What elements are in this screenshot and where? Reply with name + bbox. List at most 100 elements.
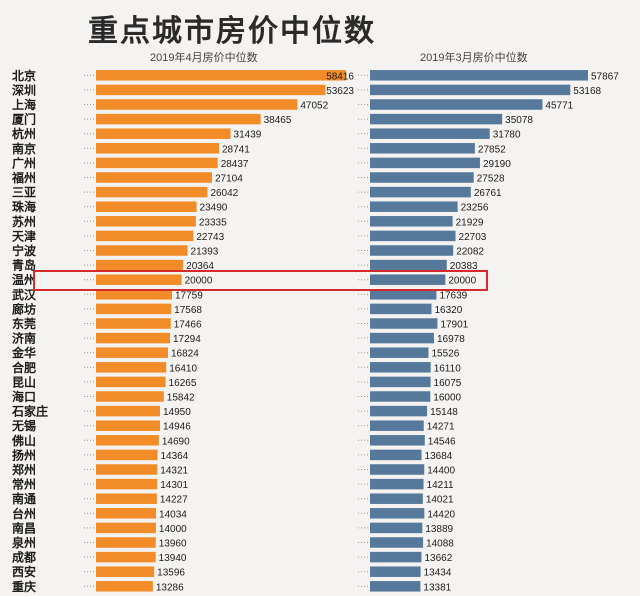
value-label-mar: 21929 (456, 217, 484, 228)
bar-apr (96, 493, 157, 504)
value-label-mar: 17639 (439, 290, 467, 301)
bar-mar (370, 581, 421, 592)
category-label: 北京 (12, 68, 36, 83)
category-label: 扬州 (12, 447, 36, 462)
chart-title: 重点城市房价中位数 (88, 14, 376, 49)
value-label-apr: 14950 (163, 407, 191, 418)
category-label: 珠海 (12, 199, 36, 214)
category-label: 西安 (12, 564, 36, 579)
category-label: 济南 (12, 331, 36, 346)
bar-apr (96, 332, 171, 344)
value-label-apr: 16410 (169, 363, 197, 374)
bar-mar (370, 157, 480, 169)
value-label-apr: 23490 (200, 203, 228, 214)
bar-mar (370, 493, 423, 504)
bar-apr (96, 449, 158, 461)
value-label-apr: 28741 (222, 144, 250, 155)
bar-mar (370, 551, 422, 563)
value-label-mar: 29190 (483, 159, 511, 170)
bar-mar (370, 303, 432, 315)
bar-mar (370, 566, 421, 577)
bar-mar (370, 172, 474, 183)
bar-apr (96, 186, 208, 198)
value-label-apr: 17568 (174, 305, 202, 316)
bar-apr (96, 464, 158, 475)
value-label-apr: 21393 (191, 247, 219, 258)
bar-mar (370, 274, 446, 285)
value-label-mar: 20383 (450, 261, 478, 272)
value-label-mar: 13381 (423, 582, 451, 593)
value-label-mar: 27852 (478, 144, 506, 155)
category-label: 南通 (12, 491, 36, 506)
value-label-mar: 13684 (425, 451, 453, 462)
bar-apr (96, 566, 155, 577)
bar-apr (96, 157, 218, 169)
value-label-apr: 58416 (326, 71, 354, 82)
bar-mar (370, 289, 437, 300)
bar-apr (96, 201, 197, 212)
category-label: 重庆 (12, 579, 36, 594)
value-label-mar: 16978 (437, 334, 465, 345)
value-label-apr: 13940 (159, 553, 187, 564)
category-label: 无锡 (11, 418, 36, 433)
bar-apr (96, 84, 326, 96)
category-label: 郑州 (12, 462, 36, 477)
bar-apr (96, 274, 182, 285)
category-label: 佛山 (11, 433, 36, 448)
category-label: 东莞 (12, 316, 36, 331)
value-label-mar: 14271 (427, 422, 455, 433)
value-label-apr: 15842 (167, 393, 195, 404)
bar-apr (96, 478, 158, 490)
value-label-apr: 27104 (215, 174, 243, 185)
bar-mar (370, 99, 543, 110)
value-label-apr: 14227 (160, 495, 188, 506)
value-label-apr: 14321 (160, 466, 188, 477)
value-label-mar: 15526 (431, 349, 459, 360)
category-label: 温州 (12, 273, 36, 287)
bar-apr (96, 376, 166, 388)
bar-apr (96, 289, 173, 300)
category-label: 南京 (12, 141, 36, 156)
value-label-mar: 27528 (477, 174, 505, 185)
value-label-apr: 14034 (159, 509, 187, 520)
category-label: 廊坊 (12, 301, 36, 316)
bar-apr (96, 172, 212, 183)
value-label-mar: 13662 (424, 553, 452, 564)
bar-apr (96, 99, 298, 110)
bar-mar (370, 259, 447, 271)
category-label: 广州 (12, 155, 36, 170)
bar-apr (96, 347, 169, 358)
value-label-mar: 20000 (448, 276, 476, 287)
bar-apr (96, 522, 156, 534)
bar-apr (96, 318, 171, 329)
value-label-apr: 13960 (159, 539, 187, 550)
category-label: 青岛 (12, 258, 36, 273)
category-label: 苏州 (12, 214, 36, 229)
value-label-apr: 14364 (160, 451, 188, 462)
value-label-apr: 16265 (169, 378, 197, 389)
bar-apr (96, 143, 220, 154)
value-label-mar: 14420 (427, 509, 455, 520)
bar-apr (96, 113, 261, 125)
bar-apr (96, 230, 194, 242)
bar-apr (96, 128, 231, 139)
category-label: 宁波 (12, 243, 37, 258)
highlight-box (33, 270, 488, 291)
bar-mar (370, 405, 428, 417)
bar-apr (96, 508, 157, 519)
category-label: 成都 (12, 550, 36, 565)
category-label: 台州 (12, 506, 36, 521)
value-label-apr: 22743 (196, 232, 224, 243)
bar-apr (96, 70, 346, 81)
value-label-mar: 14400 (427, 466, 455, 477)
bar-mar (370, 186, 471, 198)
bar-apr (96, 245, 188, 256)
bar-mar (370, 128, 490, 139)
bar-mar (370, 464, 425, 475)
value-label-apr: 20000 (185, 276, 213, 287)
value-label-mar: 31780 (493, 130, 521, 141)
value-label-apr: 17294 (173, 334, 201, 345)
category-label: 金华 (11, 345, 36, 360)
value-label-apr: 28437 (221, 159, 249, 170)
